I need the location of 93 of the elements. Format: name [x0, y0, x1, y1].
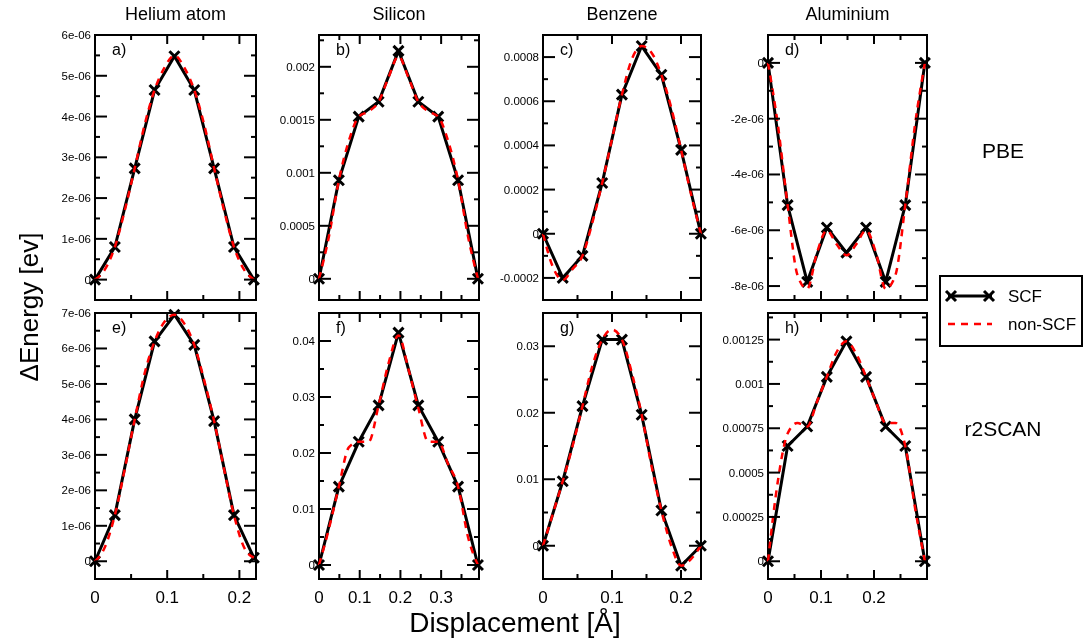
point — [694, 227, 708, 241]
x-tick-label: 0.1 — [809, 588, 833, 607]
annotation: d) — [785, 41, 800, 58]
point — [918, 554, 932, 568]
chart-title: Aluminium — [805, 4, 890, 24]
y-tick-label: -2e-06 — [730, 112, 764, 125]
y-tick-label: 7e-06 — [61, 307, 91, 319]
point — [391, 326, 405, 340]
y-tick-label: -8e-06 — [730, 280, 764, 293]
annotation: h) — [785, 319, 800, 336]
point — [556, 271, 570, 285]
x-tick-label: 0.2 — [669, 588, 693, 607]
y-tick-label: 3e-06 — [61, 151, 91, 164]
x-axis-title: Displacement [Å] — [409, 607, 621, 638]
y-tick-label: 1e-06 — [61, 232, 91, 245]
y-tick-label: 0.03 — [516, 340, 539, 353]
y-tick-label: 0.02 — [516, 406, 539, 419]
point — [595, 333, 609, 347]
point — [654, 504, 668, 518]
point — [108, 508, 122, 522]
x-tick-label: 0.2 — [388, 588, 413, 607]
annotation: f) — [336, 319, 346, 336]
y-tick-label: 3e-06 — [61, 448, 91, 461]
chart-title: Benzene — [586, 4, 658, 24]
point — [471, 272, 485, 286]
chart-title: Silicon — [372, 4, 426, 24]
y-tick-label: 2e-06 — [61, 484, 91, 497]
y-tick-label: 6e-06 — [61, 29, 91, 41]
y-tick-label: -0.0002 — [499, 271, 539, 284]
y-tick-label: 0.0015 — [279, 113, 315, 126]
point — [615, 88, 629, 102]
y-tick-label: 5e-06 — [61, 377, 91, 390]
annotation: g) — [560, 319, 575, 336]
y-tick-label: 0 — [308, 559, 315, 571]
point — [227, 508, 241, 522]
text: r2SCAN — [964, 417, 1042, 440]
y-tick-label: 6e-06 — [61, 342, 91, 355]
legend-label: SCF — [1008, 287, 1042, 306]
y-tick-label: 2e-06 — [61, 192, 91, 205]
y-tick-label: 0.0002 — [503, 183, 539, 196]
x-tick-label: 0.2 — [227, 588, 252, 607]
legend-label: non-SCF — [1008, 315, 1077, 334]
annotation: b) — [336, 41, 351, 58]
point — [781, 439, 795, 453]
y-tick-label: 0.0004 — [503, 139, 540, 152]
y-tick-label: 0.00075 — [722, 422, 764, 435]
y-tick-label: 0 — [84, 555, 91, 568]
y-tick-label: 0.0005 — [728, 466, 764, 479]
y-tick-label: 0 — [532, 227, 539, 240]
y-tick-label: 0.00125 — [722, 333, 764, 346]
y-tick-label: 0.002 — [286, 60, 315, 73]
y-tick-label: 0 — [308, 272, 315, 285]
chart-title: Helium atom — [124, 4, 227, 24]
point — [411, 398, 425, 412]
y-tick-label: 0.02 — [292, 447, 315, 459]
y-axis-title: ΔEnergy [ev] — [14, 232, 44, 382]
y-tick-label: 4e-06 — [61, 413, 91, 426]
y-tick-label: 4e-06 — [61, 110, 91, 123]
y-tick-label: -4e-06 — [730, 168, 764, 181]
y-tick-label: 0.01 — [292, 503, 315, 515]
y-tick-label: 0.001 — [735, 377, 764, 390]
y-tick-label: 0.0006 — [503, 95, 539, 108]
x-tick-label: 0.1 — [347, 588, 372, 607]
y-tick-label: 0 — [757, 555, 764, 568]
y-tick-label: 0 — [84, 273, 91, 286]
annotation: c) — [560, 41, 574, 58]
annotation: e) — [112, 319, 127, 336]
y-tick-label: 0.00025 — [722, 510, 764, 523]
x-tick-label: 0.2 — [862, 588, 886, 607]
point — [859, 220, 873, 234]
y-tick-label: 0.001 — [286, 166, 315, 179]
point — [839, 246, 853, 260]
y-tick-label: 1e-06 — [61, 519, 91, 532]
point — [615, 333, 629, 347]
x-tick-label: 0.1 — [600, 588, 624, 607]
x-tick-label: 0.3 — [429, 588, 453, 607]
annotation: a) — [112, 41, 127, 58]
y-tick-label: 0 — [757, 56, 764, 69]
y-tick-label: 0.03 — [292, 391, 315, 403]
text: PBE — [981, 138, 1025, 162]
point — [471, 558, 485, 572]
y-tick-label: 0.04 — [292, 335, 316, 347]
x-tick-label: 0.1 — [155, 588, 180, 607]
y-tick-label: 5e-06 — [61, 69, 91, 82]
y-tick-label: 0.0005 — [279, 219, 315, 232]
y-tick-label: 0.0008 — [503, 51, 539, 64]
point — [859, 370, 873, 384]
point — [167, 49, 181, 63]
y-tick-label: 0 — [532, 539, 539, 552]
y-tick-label: 0.01 — [516, 473, 539, 486]
point — [879, 419, 893, 433]
point — [372, 398, 386, 412]
y-tick-label: -6e-06 — [730, 224, 764, 237]
